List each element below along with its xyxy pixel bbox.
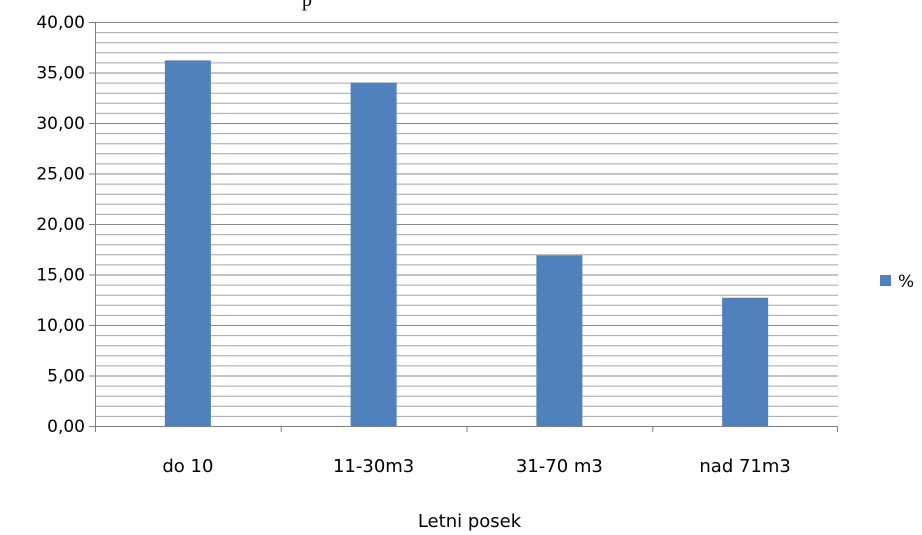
x-axis-title: Letni posek [418,511,522,532]
x-tick-label: do 10 [162,456,213,477]
gridlines [95,22,838,427]
y-tick-label: 40,00 [36,13,85,33]
x-tick-label: 31-70 m3 [516,456,603,477]
bar [536,255,583,426]
y-tick-label: 10,00 [36,316,85,336]
y-tick-label: 20,00 [36,215,85,235]
bar [722,297,769,426]
axes [89,22,838,432]
y-tick-label: 25,00 [36,165,85,185]
y-tick-label: 30,00 [36,114,85,134]
bar [164,60,211,426]
x-tick-label: 11-30m3 [333,456,414,477]
bar [350,82,397,426]
legend-label: % [898,272,914,292]
y-tick-label: 0,00 [47,417,85,437]
tick-labels: 0,00 5,00 10,00 15,00 20,00 25,00 30,00 35,00 40… [36,13,791,477]
bars [164,60,769,426]
y-tick-label: 5,00 [47,367,85,387]
legend: % [880,272,914,292]
partial-title-text: p [302,0,312,11]
y-tick-label: 35,00 [36,64,85,84]
x-tick-label: nad 71m3 [699,456,790,477]
y-tick-label: 15,00 [36,266,85,286]
legend-swatch [880,275,891,286]
